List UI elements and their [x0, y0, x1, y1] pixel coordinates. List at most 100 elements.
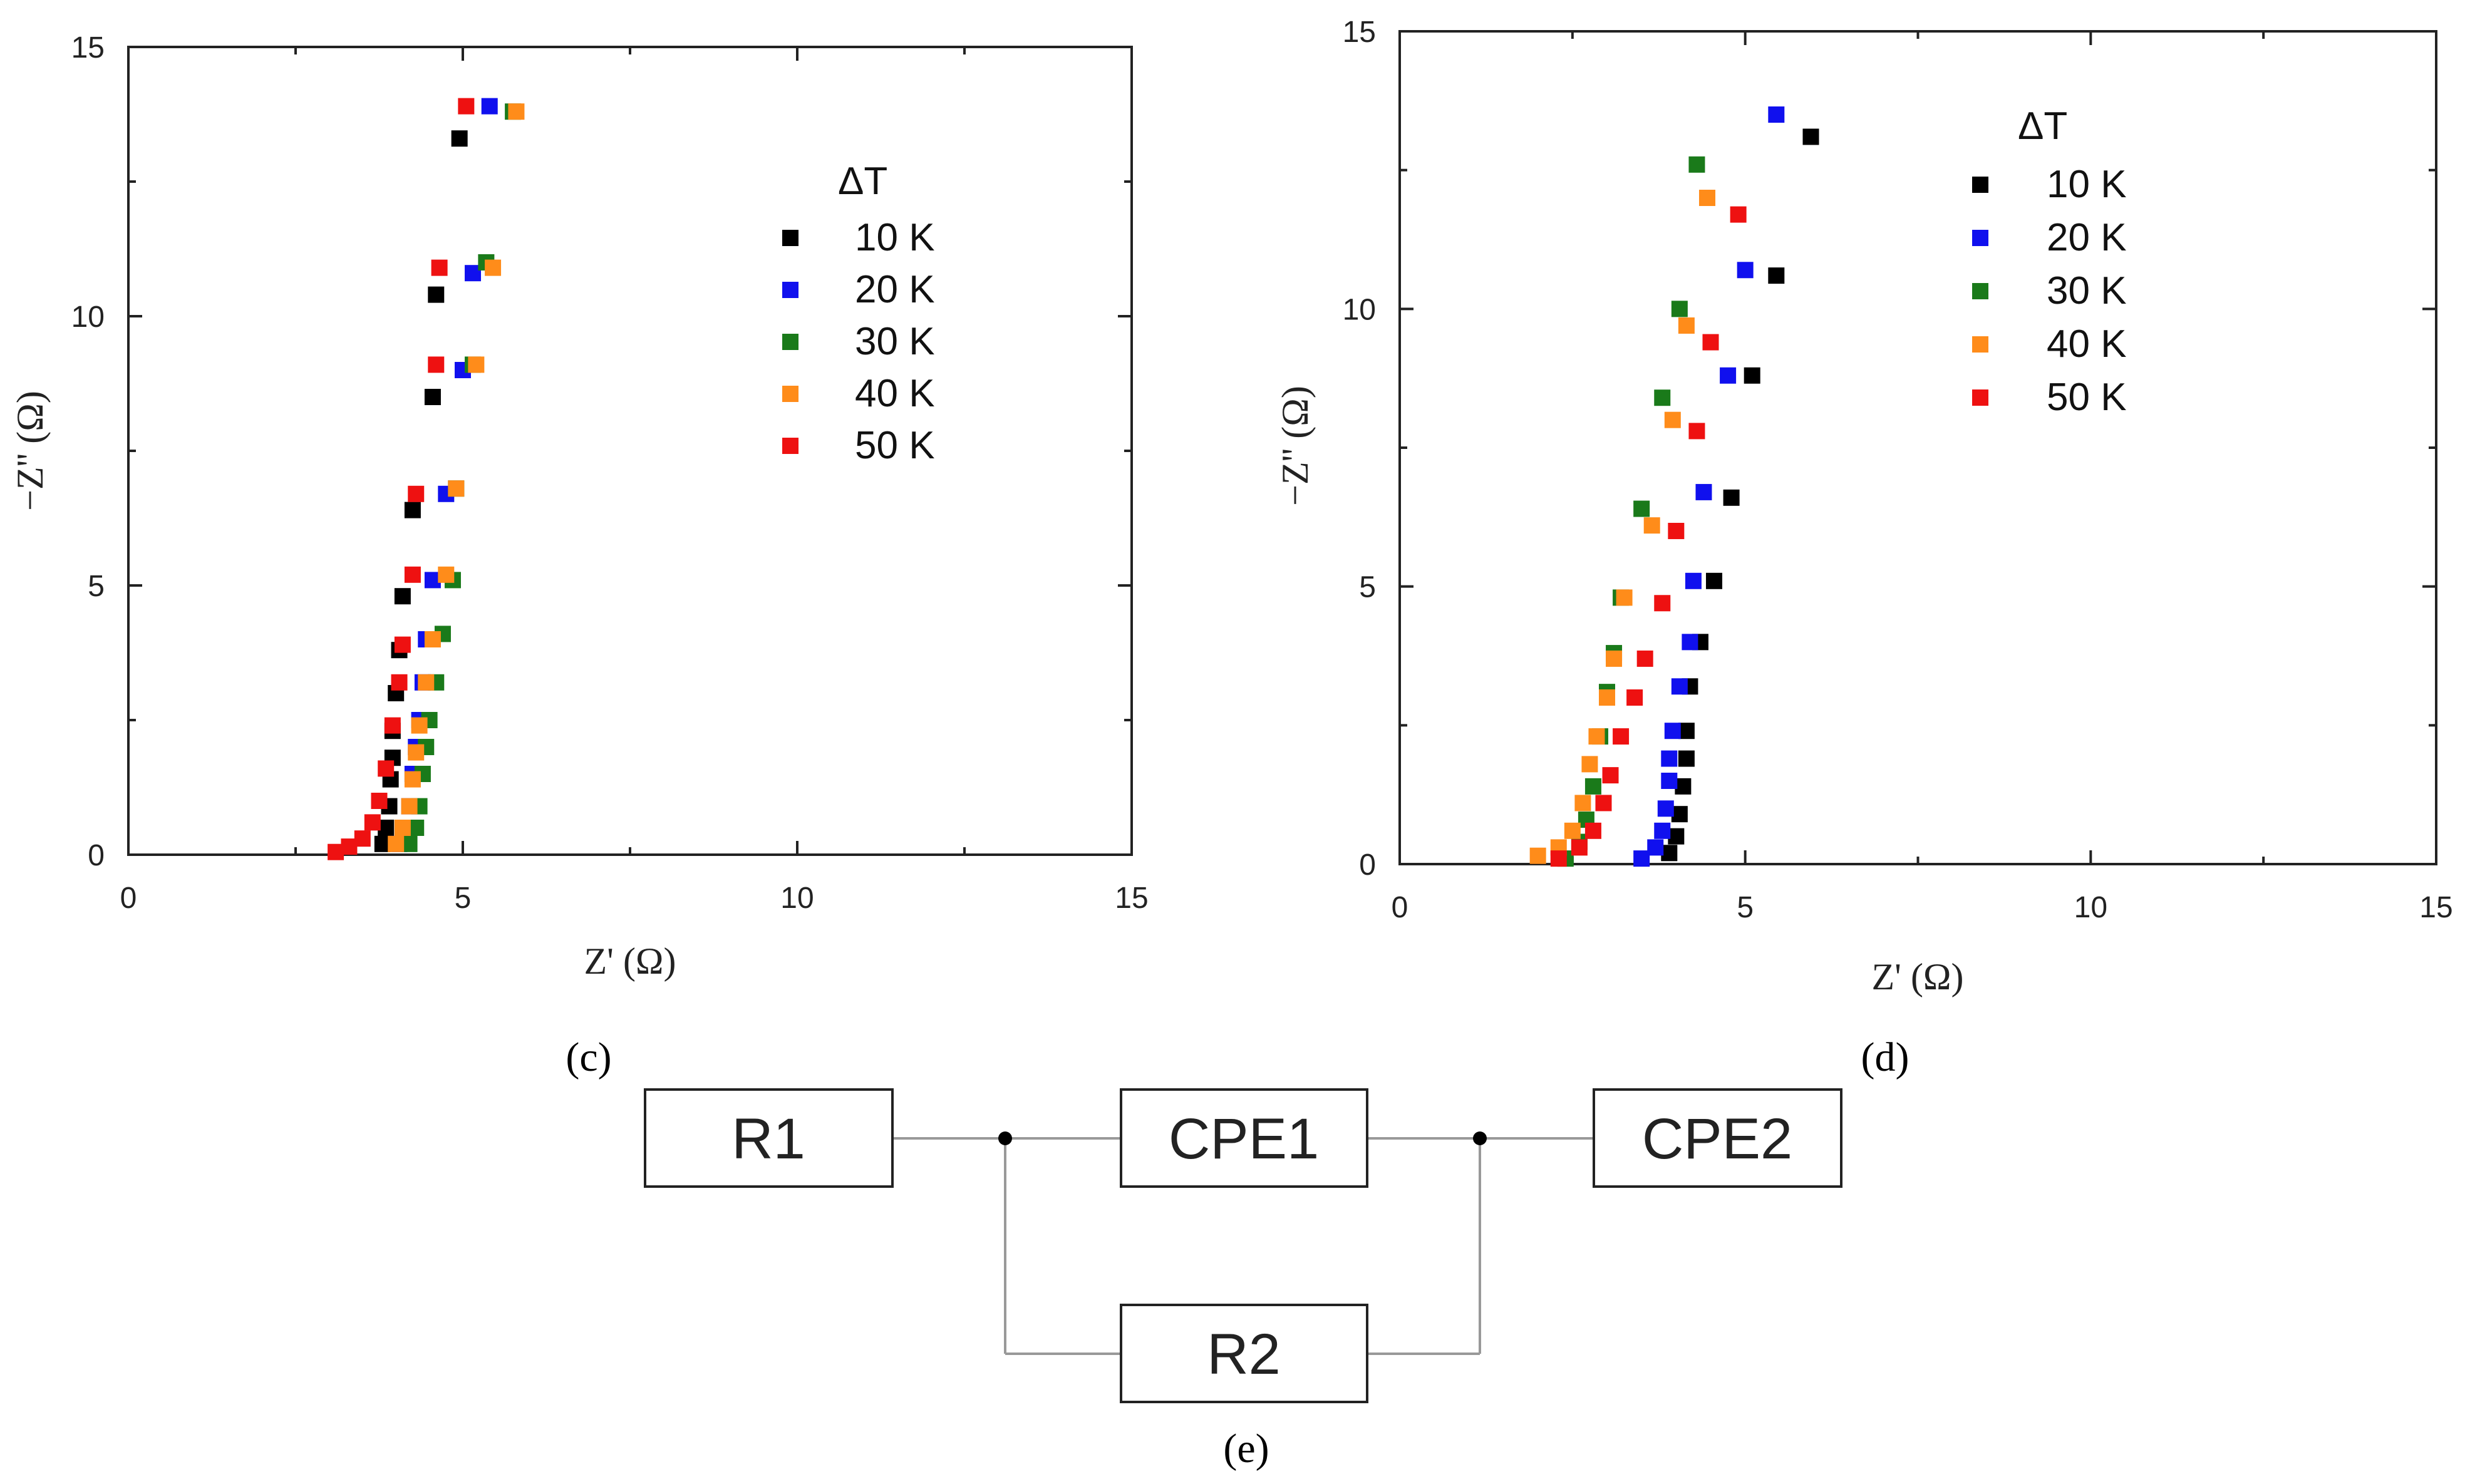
data-point [1768, 267, 1785, 284]
data-point [1661, 750, 1678, 767]
data-points [328, 98, 525, 860]
data-point [448, 480, 465, 497]
data-point [1606, 650, 1623, 667]
axis-ticks [127, 46, 1133, 856]
legend-label: 30 K [855, 320, 935, 363]
data-point [1737, 262, 1754, 279]
data-point [1581, 756, 1598, 773]
y-axis-label: −Z'' (Ω) [9, 391, 51, 511]
data-point [1643, 517, 1660, 534]
data-point [411, 717, 428, 734]
plot-frame [1398, 30, 2437, 865]
junction-node [1473, 1131, 1487, 1145]
data-point [1688, 156, 1705, 173]
plot-frame [127, 46, 1133, 856]
data-point [1626, 689, 1643, 706]
data-point [1698, 190, 1715, 206]
data-point [1633, 500, 1650, 517]
data-point [1595, 795, 1612, 812]
legend-marker [1972, 389, 1988, 406]
legend-label: 40 K [855, 372, 935, 415]
data-point [1564, 822, 1581, 839]
data-point [1613, 728, 1630, 745]
data-point [1688, 423, 1705, 440]
data-point [1654, 389, 1671, 406]
data-point [1668, 523, 1685, 539]
x-axis-label: Z' (Ω) [1871, 956, 1963, 997]
chart-c: 0 5 10 15 0 5 10 15 Z' (Ω) −Z'' (Ω) ΔT 10 K 20 K… [9, 31, 1149, 982]
legend-marker [782, 386, 798, 402]
y-tick-label: 5 [88, 570, 105, 603]
y-tick-label: 10 [71, 301, 105, 334]
data-point [424, 389, 441, 405]
data-point [1574, 795, 1591, 812]
data-point [428, 286, 445, 303]
data-point [1702, 334, 1719, 351]
data-point [1723, 489, 1740, 506]
legend-marker [782, 438, 798, 454]
legend-label: 50 K [855, 424, 935, 467]
chart-d: 0 5 10 15 0 5 10 15 Z' (Ω) −Z'' (Ω) ΔT 10 K 20 K… [1274, 16, 2453, 997]
legend-label: 30 K [2047, 269, 2127, 312]
y-tick-label: 0 [1359, 848, 1376, 882]
r1-box [644, 1088, 894, 1188]
data-point [1584, 778, 1601, 795]
x-tick-label: 5 [455, 882, 472, 915]
data-point [1664, 723, 1681, 739]
legend-label: 40 K [2047, 322, 2127, 366]
data-point [508, 103, 525, 120]
data-point [418, 674, 435, 691]
cpe1-box [1120, 1088, 1368, 1188]
legend-marker [1972, 283, 1988, 299]
x-tick-label: 10 [780, 882, 814, 915]
panel-label-e: (e) [1223, 1426, 1269, 1471]
data-point [1529, 847, 1546, 864]
data-point [468, 356, 485, 373]
data-point [1647, 839, 1664, 856]
data-point [1664, 411, 1681, 428]
legend-label: 10 K [2047, 163, 2127, 206]
data-point [1599, 689, 1615, 706]
x-tick-label: 5 [1737, 891, 1754, 924]
data-point [431, 259, 448, 276]
data-point [391, 674, 408, 691]
legend-marker [1972, 177, 1988, 193]
data-point [424, 631, 441, 647]
data-point [1678, 723, 1695, 739]
data-point [1695, 483, 1712, 500]
legend-label: 50 K [2047, 376, 2127, 419]
data-point [384, 717, 401, 734]
data-point [485, 259, 502, 276]
tick-labels: 0 5 10 15 0 5 10 15 [71, 31, 1149, 915]
data-point [1682, 634, 1698, 651]
data-point [1720, 367, 1737, 384]
data-point [371, 793, 388, 809]
data-point [408, 744, 425, 761]
data-point [1602, 767, 1619, 784]
data-point [451, 130, 468, 147]
y-tick-label: 0 [88, 839, 105, 872]
data-point [404, 502, 421, 518]
data-point [404, 771, 421, 788]
axis-ticks [1398, 30, 2437, 865]
y-tick-label: 5 [1359, 571, 1376, 604]
data-point [404, 566, 421, 583]
data-point [1685, 572, 1702, 589]
cpe1-label: CPE1 [1169, 1107, 1319, 1171]
data-point [1706, 572, 1723, 589]
data-point [1675, 778, 1692, 795]
legend: ΔT 10 K 20 K 30 K 40 K 50 K [1972, 105, 2127, 419]
data-point [1588, 728, 1605, 745]
x-tick-label: 10 [2074, 891, 2107, 924]
data-point [458, 98, 475, 115]
data-point [1550, 850, 1567, 867]
data-point [1768, 106, 1785, 123]
data-point [1678, 750, 1695, 767]
data-point [1802, 128, 1819, 145]
legend-marker [782, 282, 798, 298]
data-point [408, 485, 425, 502]
data-point [378, 760, 395, 777]
data-point [388, 835, 405, 852]
data-point [394, 636, 411, 653]
